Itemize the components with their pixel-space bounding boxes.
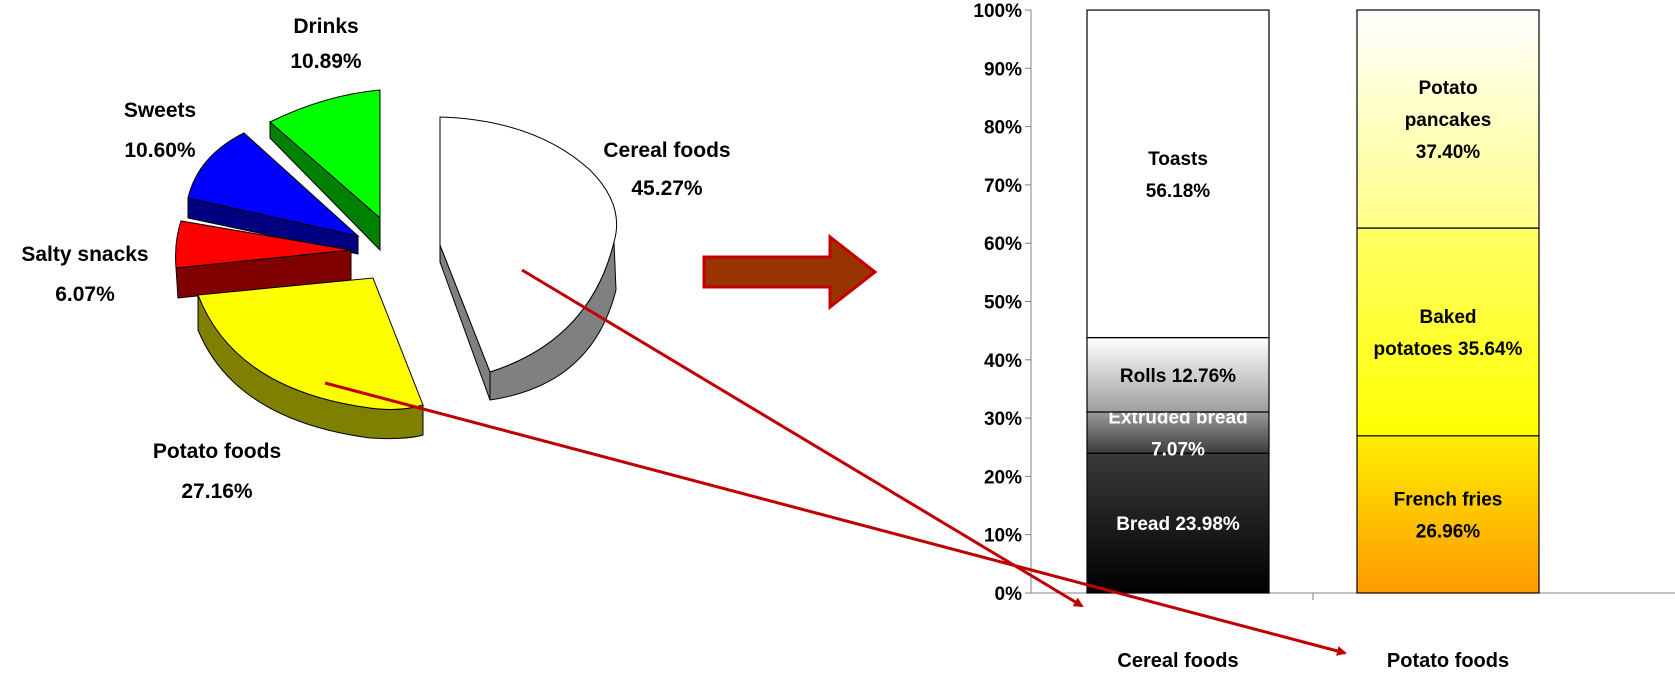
pie-slice-cereal-foods bbox=[439, 116, 618, 401]
bar-segment-extruded-bread bbox=[1086, 411, 1270, 454]
pie-label-salty-snacks-name: Salty snacks bbox=[21, 243, 148, 266]
bar-label-potato-pancakes: Potato bbox=[1418, 78, 1477, 99]
pie-slice-potato-foods-top bbox=[197, 277, 424, 410]
bar-label-french-fries: 26.96% bbox=[1416, 521, 1481, 542]
pie-labels: Drinks 10.89% Sweets 10.60% Salty snacks… bbox=[21, 15, 730, 503]
pie-label-drinks-name: Drinks bbox=[293, 15, 358, 38]
bar-label-rolls: Rolls 12.76% bbox=[1120, 366, 1236, 387]
pie-label-salty-snacks-value: 6.07% bbox=[55, 283, 115, 306]
bar-segment-french-fries bbox=[1356, 435, 1540, 594]
bar-label-baked-potatoes: Baked bbox=[1419, 307, 1476, 328]
bar-segment-baked-potatoes bbox=[1356, 227, 1540, 437]
link-arrow-potato bbox=[324, 381, 1347, 656]
pie-slice-sweets bbox=[187, 132, 360, 255]
bar-label-potato-pancakes: 37.40% bbox=[1416, 142, 1481, 163]
y-tick-label: 80% bbox=[984, 118, 1022, 139]
bar-segment-toasts bbox=[1086, 9, 1270, 339]
pie-label-sweets-name: Sweets bbox=[124, 99, 196, 122]
bar-label-baked-potatoes: potatoes 35.64% bbox=[1374, 339, 1523, 360]
pie-slice-potato-foods bbox=[197, 277, 424, 440]
y-tick-label: 30% bbox=[984, 409, 1022, 430]
y-tick-label: 0% bbox=[995, 584, 1023, 605]
y-tick-label: 90% bbox=[984, 59, 1022, 80]
bar-segment-bread bbox=[1086, 452, 1270, 594]
y-tick-label: 100% bbox=[973, 1, 1022, 22]
x-category-label: Potato foods bbox=[1387, 650, 1509, 672]
bar-label-toasts: Toasts bbox=[1148, 149, 1208, 170]
y-tick-label: 70% bbox=[984, 176, 1022, 197]
bar-segment-potato-pancakes bbox=[1356, 9, 1540, 229]
pie-chart bbox=[175, 89, 618, 440]
pie-slice-cereal-foods-top bbox=[439, 116, 618, 373]
pie-slice-drinks bbox=[269, 89, 381, 252]
bar-label-bread: Bread 23.98% bbox=[1116, 514, 1240, 535]
link-arrow-cereal bbox=[521, 268, 1084, 608]
bar-label-extruded-bread: 7.07% bbox=[1151, 440, 1205, 461]
bar-label-toasts: 56.18% bbox=[1146, 181, 1211, 202]
pie-slice-drinks-top bbox=[269, 89, 381, 220]
y-tick-label: 10% bbox=[984, 526, 1022, 547]
y-tick-label: 40% bbox=[984, 351, 1022, 372]
bar-label-potato-pancakes: pancakes bbox=[1405, 110, 1492, 131]
y-tick-label: 60% bbox=[984, 234, 1022, 255]
bar-label-extruded-bread: Extruded bread bbox=[1108, 408, 1247, 429]
pie-label-sweets-value: 10.60% bbox=[124, 139, 196, 162]
pie-label-potato-foods-value: 27.16% bbox=[181, 480, 253, 503]
stacked-bar-chart: 0% 10% 20% 30% 40% 50% 60% 70% 80% 90% 100% Bread 2… bbox=[973, 1, 1675, 672]
bar-label-french-fries: French fries bbox=[1394, 489, 1503, 510]
pie-label-drinks-value: 10.89% bbox=[290, 50, 362, 73]
pie-label-potato-foods-name: Potato foods bbox=[153, 440, 281, 463]
bar-segment-rolls bbox=[1086, 336, 1270, 413]
y-tick-label: 50% bbox=[984, 293, 1022, 314]
pie-slice-sweets-top bbox=[187, 132, 360, 237]
pie-label-cereal-foods-value: 45.27% bbox=[631, 177, 703, 200]
pie-label-cereal-foods-name: Cereal foods bbox=[603, 139, 730, 162]
x-category-label: Cereal foods bbox=[1117, 650, 1238, 672]
pie-slice-salty-snacks-top bbox=[175, 220, 352, 269]
transition-arrow bbox=[702, 233, 878, 311]
y-tick-label: 20% bbox=[984, 467, 1022, 488]
